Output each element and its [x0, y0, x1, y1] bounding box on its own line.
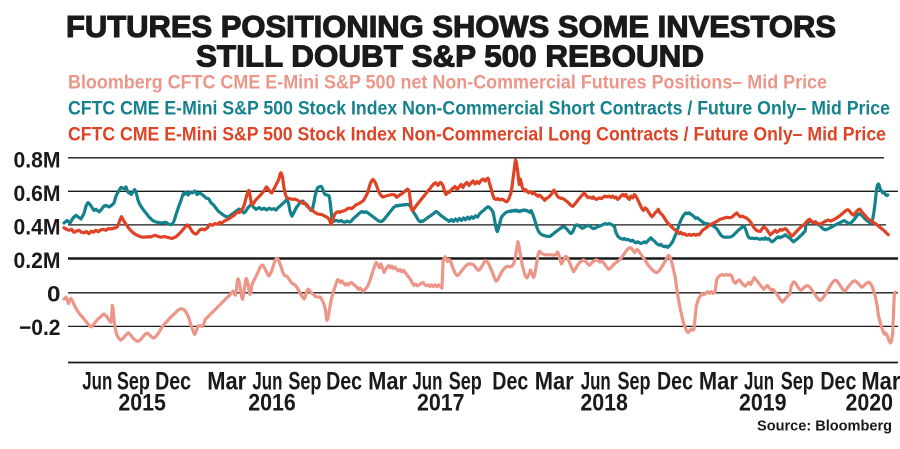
- svg-text:2017: 2017: [417, 390, 465, 417]
- svg-text:Sep: Sep: [781, 368, 814, 396]
- svg-text:STILL DOUBT S&P 500 REBOUND: STILL DOUBT S&P 500 REBOUND: [196, 40, 704, 74]
- svg-text:0.6M: 0.6M: [14, 181, 61, 206]
- svg-text:Sep: Sep: [449, 368, 482, 396]
- svg-text:Mar: Mar: [207, 368, 246, 396]
- svg-text:Mar: Mar: [535, 368, 574, 396]
- svg-text:−0.2: −0.2: [19, 315, 61, 340]
- svg-text:2015: 2015: [118, 390, 166, 417]
- svg-text:Jun: Jun: [252, 368, 282, 396]
- svg-text:Dec: Dec: [155, 368, 191, 396]
- svg-text:Mar: Mar: [861, 368, 900, 396]
- svg-text:Jun: Jun: [581, 368, 611, 396]
- svg-text:2020: 2020: [845, 390, 893, 417]
- svg-text:Mar: Mar: [368, 368, 407, 396]
- svg-text:Mar: Mar: [699, 368, 738, 396]
- svg-text:Jun: Jun: [412, 368, 442, 396]
- svg-text:Dec: Dec: [326, 368, 362, 396]
- svg-text:2018: 2018: [580, 390, 628, 417]
- svg-text:CFTC CME E-Mini S&P 500 Stock: CFTC CME E-Mini S&P 500 Stock Index Non-…: [68, 98, 890, 120]
- svg-text:0.8M: 0.8M: [14, 148, 61, 173]
- svg-text:Sep: Sep: [117, 368, 150, 396]
- svg-text:Sep: Sep: [618, 368, 651, 396]
- svg-text:Source: Bloomberg: Source: Bloomberg: [757, 418, 892, 435]
- svg-text:0.2M: 0.2M: [14, 248, 61, 273]
- svg-text:0.4M: 0.4M: [14, 215, 61, 240]
- svg-text:Bloomberg CFTC CME E-Mini S&P: Bloomberg CFTC CME E-Mini S&P 500 net No…: [68, 72, 827, 94]
- svg-text:2016: 2016: [248, 390, 296, 417]
- svg-text:Dec: Dec: [657, 368, 693, 396]
- svg-text:0: 0: [47, 281, 61, 306]
- svg-text:Dec: Dec: [492, 368, 528, 396]
- svg-text:Jun: Jun: [82, 368, 112, 396]
- svg-text:Dec: Dec: [820, 368, 856, 396]
- svg-text:CFTC CME E-Mini S&P 500 Stock: CFTC CME E-Mini S&P 500 Stock Index Non-…: [68, 124, 886, 146]
- svg-text:2019: 2019: [739, 390, 787, 417]
- svg-text:Jun: Jun: [744, 368, 774, 396]
- svg-text:FUTURES POSITIONING SHOWS SOME: FUTURES POSITIONING SHOWS SOME INVESTORS: [66, 10, 836, 44]
- svg-text:Sep: Sep: [288, 368, 321, 396]
